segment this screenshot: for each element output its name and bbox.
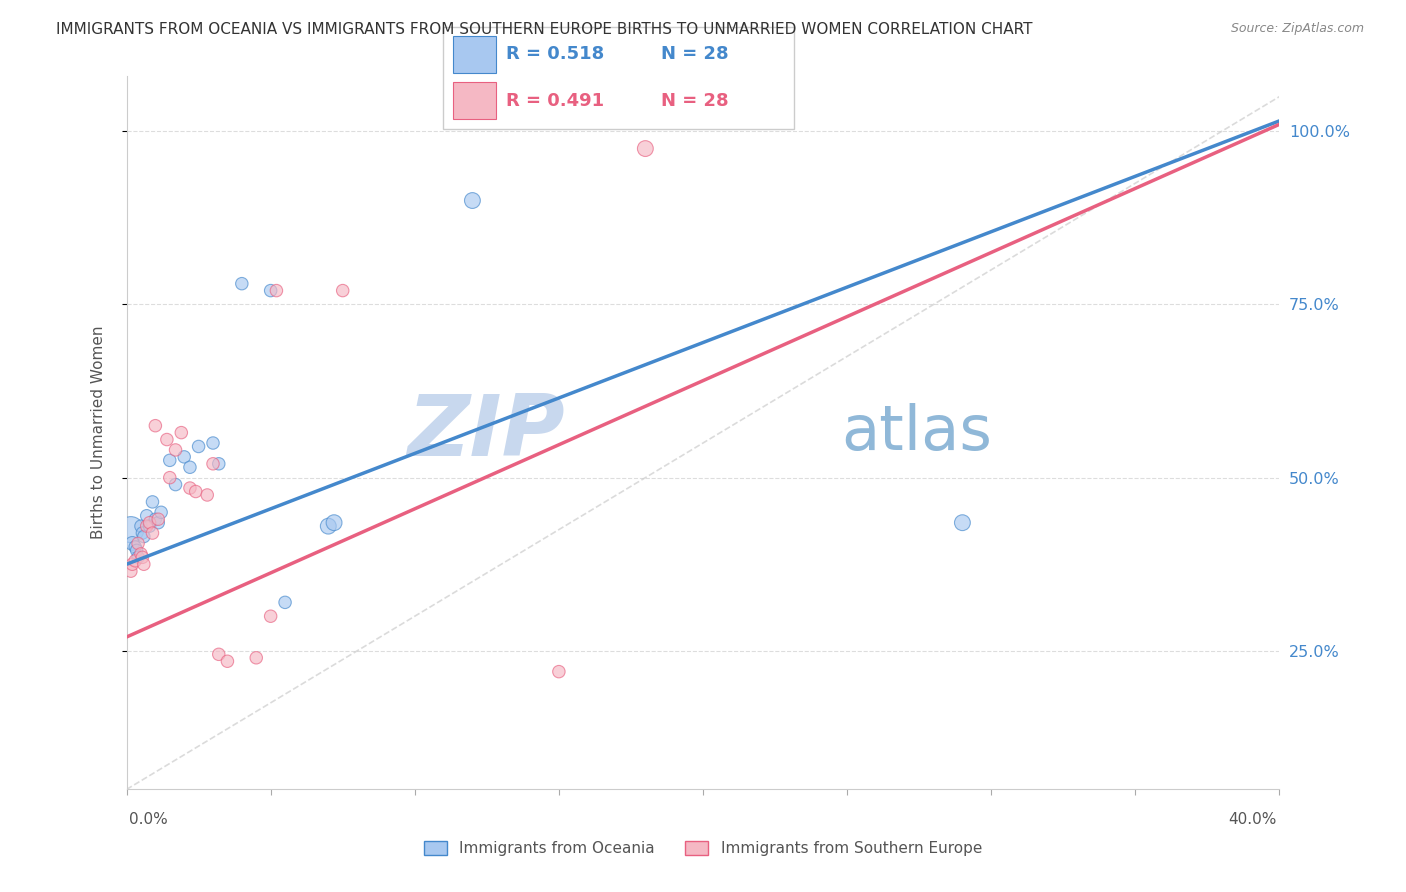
Text: N = 28: N = 28 [661,92,728,110]
Y-axis label: Births to Unmarried Women: Births to Unmarried Women [91,326,105,540]
Point [184,484,207,499]
FancyBboxPatch shape [443,27,794,129]
Text: ZIP: ZIP [406,391,565,475]
Point [165,477,187,491]
Point [159,470,181,484]
Text: Source: ZipAtlas.com: Source: ZipAtlas.com [1230,22,1364,36]
Point [156,433,179,447]
Point [165,442,187,457]
Point [217,654,239,668]
Point [187,440,209,454]
Point [131,550,153,565]
Point [316,519,339,533]
Text: N = 28: N = 28 [661,45,728,63]
Point [259,284,281,298]
Point [259,609,281,624]
Text: R = 0.518: R = 0.518 [506,45,605,63]
Point [145,418,166,433]
Point [141,495,163,509]
Point [127,550,149,565]
Point [120,523,142,537]
Point [135,519,157,533]
Point [129,519,152,533]
Point [274,595,297,609]
Point [170,425,193,440]
Point [173,450,195,464]
Text: IMMIGRANTS FROM OCEANIA VS IMMIGRANTS FROM SOUTHERN EUROPE BIRTHS TO UNMARRIED W: IMMIGRANTS FROM OCEANIA VS IMMIGRANTS FR… [56,22,1033,37]
Point [132,530,155,544]
Text: 40.0%: 40.0% [1229,813,1277,827]
Point [132,558,155,572]
Point [195,488,218,502]
Text: 0.0%: 0.0% [129,813,169,827]
Point [138,519,160,533]
Point [148,516,170,530]
Point [135,508,157,523]
Point [202,457,225,471]
Point [121,536,143,550]
Point [148,512,170,526]
Point [124,540,146,554]
Point [245,650,267,665]
Point [159,453,181,467]
Point [124,554,146,568]
Point [461,194,484,208]
Text: R = 0.491: R = 0.491 [506,92,605,110]
Point [179,460,201,475]
Point [150,505,173,519]
Point [127,536,149,550]
Point [129,547,152,561]
Point [332,284,354,298]
Point [141,526,163,541]
Point [179,481,201,495]
Text: atlas: atlas [841,402,993,463]
Point [950,516,973,530]
Point [145,512,166,526]
Point [208,457,231,471]
Point [266,284,288,298]
Point [202,436,225,450]
Point [231,277,253,291]
Point [125,543,148,558]
Point [323,516,346,530]
Point [208,648,231,662]
Point [548,665,571,679]
Point [121,558,143,572]
Point [634,142,657,156]
Point [131,526,153,541]
Point [120,564,142,578]
FancyBboxPatch shape [453,82,495,119]
FancyBboxPatch shape [453,36,495,73]
Point [138,516,160,530]
Legend: Immigrants from Oceania, Immigrants from Southern Europe: Immigrants from Oceania, Immigrants from… [418,835,988,862]
